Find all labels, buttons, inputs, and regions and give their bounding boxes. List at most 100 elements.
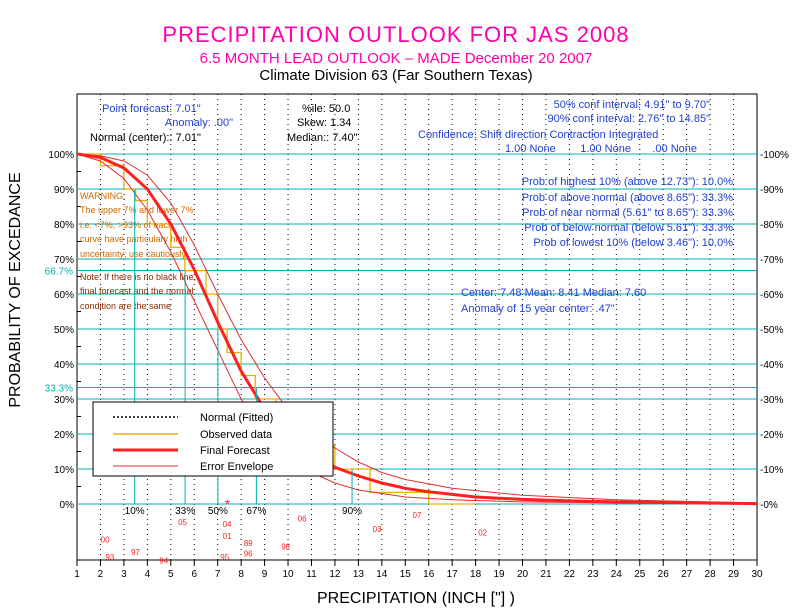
x-tick-label: 19 [494,569,506,580]
anomaly-text: Anomaly: .00" [165,117,233,129]
point-forecast-text: Point forecast: 7.01" [102,103,201,115]
y-tick-label: 30% [54,395,74,406]
x-tick-label: 30 [751,569,763,580]
normal-center-text: Normal (center):: 7.01" [90,132,201,144]
year-label: 95 [220,553,229,562]
confidence-values: 1.00 None 1.00 None .00 None [505,143,697,155]
x-axis-label: PRECIPITATION (INCH ["] ) [317,590,515,607]
year-label: 93 [105,553,114,562]
skew-text: Skew: 1.34 [297,117,351,129]
x-axis-ticks: 1 2 3 4 5 6 7 8 9 10 11 12 13 14 15 16 17 18 19 20 21 22 23 24 2… [74,560,763,580]
y-tick-label: 20% [54,430,74,441]
percentile-label: 10% [125,506,145,517]
percentile-label: 50% [208,506,228,517]
x-tick-label: 10 [282,569,294,580]
x-tick-label: 3 [121,569,127,580]
plot-frame [76,93,758,561]
x-tick-label: 7 [215,569,221,580]
y-tick-label-right: -40% [760,360,783,371]
year-label: 04 [223,520,232,529]
note-line: Note: If there is no black line, [80,272,196,282]
y-tick-label-right: -20% [760,430,783,441]
year-label: 97 [131,548,140,557]
prob-below-normal: Prob of below normal (below 5.61"): 33.3… [524,222,733,234]
percentile-label: 67% [246,506,266,517]
x-tick-label: 21 [540,569,552,580]
y-tick-label-right: -90% [760,185,783,196]
note-block: Note: If there is no black line, final f… [80,272,196,311]
legend: Normal (Fitted) Observed data Final Fore… [92,401,334,477]
x-tick-label: 15 [400,569,412,580]
x-tick-label: 20 [517,569,529,580]
x-tick-label: 14 [376,569,388,580]
x-tick-label: 27 [681,569,693,580]
probability-list: Prob of highest 10% (above 12.73"): 10.0… [522,176,733,249]
prob-lowest-10: Prob of lowest 10% (below 3.46"): 10.0% [533,237,733,249]
warning-block: WARNING: The upper 7% and lower 7% i.e. … [80,191,194,259]
year-labels: 00 93 97 94 05 04 01 89 96 95 98 06 03 07 02 [101,511,488,566]
prob-highest-10: Prob of highest 10% (above 12.73"): 10.0… [522,176,733,188]
y-tick-label: 80% [54,220,74,231]
center-stats-line2: Anomaly of 15 year center: .47" [461,303,615,315]
warning-line: WARNING: [80,191,126,201]
point-forecast-marker: * [225,496,231,512]
y-tick-label: 70% [54,255,74,266]
y-tick-label-right: -100% [760,150,789,161]
median-text: Median:: 7.40" [287,132,358,144]
warning-line: curve have particulary high [80,234,188,244]
year-label: 89 [244,539,253,548]
x-tick-label: 25 [634,569,646,580]
year-label: 98 [281,543,290,552]
x-tick-label: 5 [168,569,174,580]
x-tick-label: 9 [262,569,268,580]
legend-label-normal: Normal (Fitted) [200,412,273,424]
x-tick-label: 23 [587,569,599,580]
warning-line: i.e. <7%, >93% of each [80,220,173,230]
year-label: 06 [298,515,307,524]
confidence-header: Confidence: Shift direction Contraction … [418,129,658,141]
percentile-text: %ile: 50.0 [302,103,350,115]
x-tick-label: 22 [564,569,576,580]
tercile-label: 33.3% [45,383,73,394]
y-tick-label-right: -0% [760,500,778,511]
x-tick-label: 18 [470,569,482,580]
legend-label-forecast: Final Forecast [200,445,270,457]
y-tick-label: 40% [54,360,74,371]
ci50-text: 50% conf interval: 4.91" to 9.70" [554,99,711,111]
y-tick-label: 0% [60,500,75,511]
y-tick-label-right: -30% [760,395,783,406]
year-label: 03 [373,525,382,534]
center-stats-line1: Center: 7.48 Mean: 8.41 Median: 7.60 [461,287,646,299]
y-axis-label: PROBABILITY OF EXCEDANCE [7,172,24,407]
x-tick-label: 6 [191,569,197,580]
note-line: condition are the same [80,301,171,311]
x-tick-label: 29 [728,569,740,580]
year-label: 07 [413,511,422,520]
x-tick-label: 11 [306,569,317,580]
warning-line: uncertainty; use cautiously [80,249,187,259]
chart-title: PRECIPITATION OUTLOOK FOR JAS 2008 [162,22,629,47]
year-label: 94 [159,557,168,566]
y-tick-label: 10% [54,465,74,476]
x-tick-label: 8 [238,569,244,580]
tercile-label: 66.7% [45,267,73,278]
x-tick-label: 24 [611,569,623,580]
y-tick-label-right: -10% [760,465,783,476]
y-tick-label-right: -60% [760,290,783,301]
y-axis-ticks: 0% -0% 10% -10% 20% -20% 30% -30% 40% -40% 50% -50%… [45,150,789,511]
legend-label-envelope: Error Envelope [200,461,273,473]
legend-label-observed: Observed data [200,429,273,441]
year-label: 96 [244,550,253,559]
y-tick-label-right: -70% [760,255,783,266]
note-line: final forecast and the normal [80,286,194,296]
chart-subtitle: 6.5 MONTH LEAD OUTLOOK – MADE December 2… [200,50,593,67]
x-tick-label: 12 [329,569,341,580]
division-title: Climate Division 63 (Far Southern Texas) [259,67,532,84]
warning-line: The upper 7% and lower 7% [80,205,194,215]
x-tick-label: 17 [447,569,459,580]
prob-above-normal: Prob of above normal (above 8.65"): 33.3… [522,192,733,204]
x-tick-label: 4 [145,569,151,580]
legend-box [92,401,334,477]
x-tick-label: 2 [98,569,104,580]
year-label: 05 [178,518,187,527]
